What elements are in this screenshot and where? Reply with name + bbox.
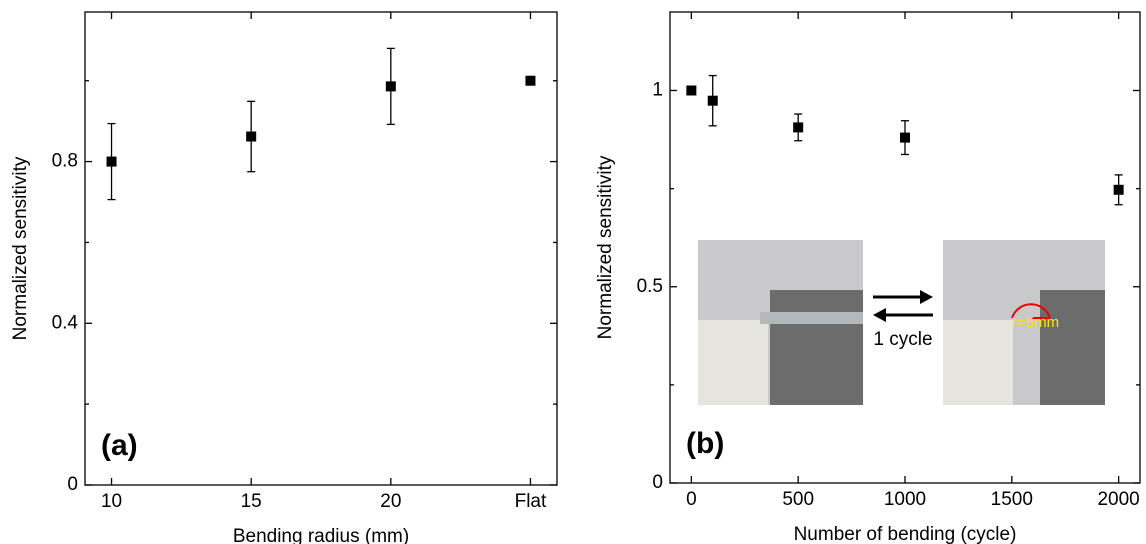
point xyxy=(707,95,718,106)
radius-arc xyxy=(1011,303,1051,319)
y-tick-label: 0 xyxy=(67,474,78,495)
x-axis-label: Bending radius (mm) xyxy=(233,526,409,544)
x-axis-label: Number of bending (cycle) xyxy=(794,524,1017,544)
x-tick-label: 1000 xyxy=(884,489,926,510)
x-tick-label: 1500 xyxy=(991,489,1033,510)
plot: 10 15 20 Flat 0 0.4 0.8 Bending radius (mm) Norm… xyxy=(10,11,558,544)
inset: 1 cycle r=5mm xyxy=(698,240,1105,405)
x-tick-label: 20 xyxy=(380,491,401,512)
y-tick-label: 1 xyxy=(652,80,663,101)
point xyxy=(385,81,396,92)
inset-label: r=5mm xyxy=(1012,314,1059,331)
y-tick-label: 0.4 xyxy=(52,312,79,333)
x-tick-label: 15 xyxy=(241,491,262,512)
inset-label: 1 cycle xyxy=(873,329,932,350)
x-tick-label: Flat xyxy=(515,491,547,512)
y-tick-label: 0.8 xyxy=(52,151,78,172)
y-tick-label: 0 xyxy=(652,472,663,493)
panel-label: (b) xyxy=(686,427,724,460)
plot: 0 500 1000 1500 2000 0 0.5 1 Number of bending (… xyxy=(595,11,1141,544)
axes-frame xyxy=(84,11,558,486)
panel-label: (a) xyxy=(101,429,138,462)
inset-block xyxy=(698,320,768,405)
x-tick-label: 2000 xyxy=(1097,489,1139,510)
y-axis-label: Normalized sensitivity xyxy=(595,155,616,339)
arrow-head xyxy=(873,308,886,322)
x-tick-label: 0 xyxy=(686,489,697,510)
axes-frame xyxy=(669,11,1141,484)
y-tick-label: 0.5 xyxy=(637,276,663,297)
point xyxy=(900,132,910,143)
arrow-head xyxy=(920,290,933,304)
point xyxy=(106,156,117,167)
point xyxy=(1113,184,1124,195)
point xyxy=(793,122,804,133)
point xyxy=(246,131,257,142)
point xyxy=(525,75,536,86)
point xyxy=(686,85,697,96)
inset-block xyxy=(943,320,1013,405)
x-tick-label: 10 xyxy=(101,491,122,512)
x-tick-label: 500 xyxy=(782,489,814,510)
inset-frame xyxy=(770,290,863,405)
inset-frame xyxy=(1040,290,1105,405)
inset-sheet xyxy=(760,312,863,324)
y-axis-label: Normalized sensitivity xyxy=(10,156,31,340)
